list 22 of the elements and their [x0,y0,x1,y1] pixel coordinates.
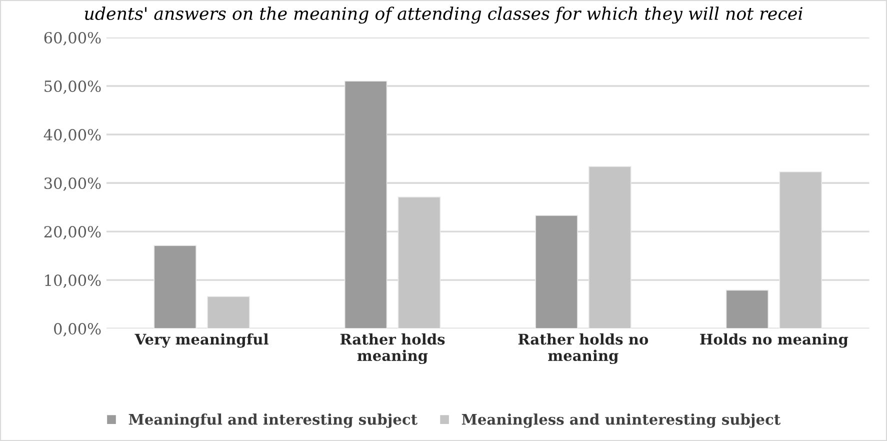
bar [779,171,822,329]
bar [154,245,196,329]
y-tick-label: 40,00% [44,128,101,142]
y-tick-label: 30,00% [44,177,101,191]
chart-title: udents' answers on the meaning of attending classes for which they will not recei [84,6,802,24]
bar [398,196,441,329]
legend-label: Meaningful and interesting subject [128,414,418,428]
bar [535,215,578,329]
bar [344,80,388,329]
y-tick-label: 10,00% [45,274,101,288]
x-tick-label: Rather holds no meaning [518,333,648,364]
y-tick-label: 0,00% [54,323,101,336]
x-tick-label: Holds no meaning [700,333,848,348]
bar [588,166,632,329]
y-tick-label: 60,00% [44,32,101,46]
y-tick-label: 50,00% [44,80,101,94]
y-tick-label: 20,00% [44,226,101,240]
legend-label: Meaningless and uninteresting subject [462,414,781,428]
bar [726,290,769,329]
x-tick-label: Rather holds meaning [340,333,445,364]
x-tick-label: Very meaningful [134,333,268,348]
bar [207,296,250,329]
